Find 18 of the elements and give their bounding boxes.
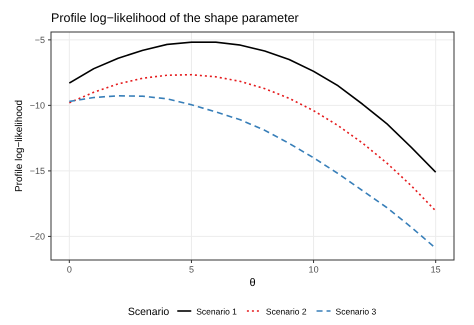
- y-tick-label: −15: [30, 166, 45, 176]
- x-tick-label: 15: [430, 264, 441, 274]
- y-axis-title: Profile log−likelihood: [14, 100, 25, 192]
- legend-label: Scenario 3: [336, 306, 376, 316]
- y-tick-label: −5: [34, 34, 45, 45]
- y-tick-label: −10: [30, 100, 45, 110]
- legend-label: Scenario 2: [266, 306, 307, 316]
- line-series: [68, 41, 436, 174]
- line-series: [68, 95, 436, 250]
- x-tick-label: 5: [188, 264, 194, 274]
- x-axis-title: θ: [249, 277, 256, 289]
- y-tick-label: −20: [30, 231, 45, 242]
- x-tick-label: 10: [308, 264, 319, 274]
- line-series: [68, 74, 436, 212]
- x-tick-label: 0: [66, 264, 72, 274]
- chart-title: Profile log−likelihood of the shape parameter: [51, 11, 299, 25]
- legend-title: Scenario: [128, 306, 170, 318]
- legend-label: Scenario 1: [196, 306, 238, 316]
